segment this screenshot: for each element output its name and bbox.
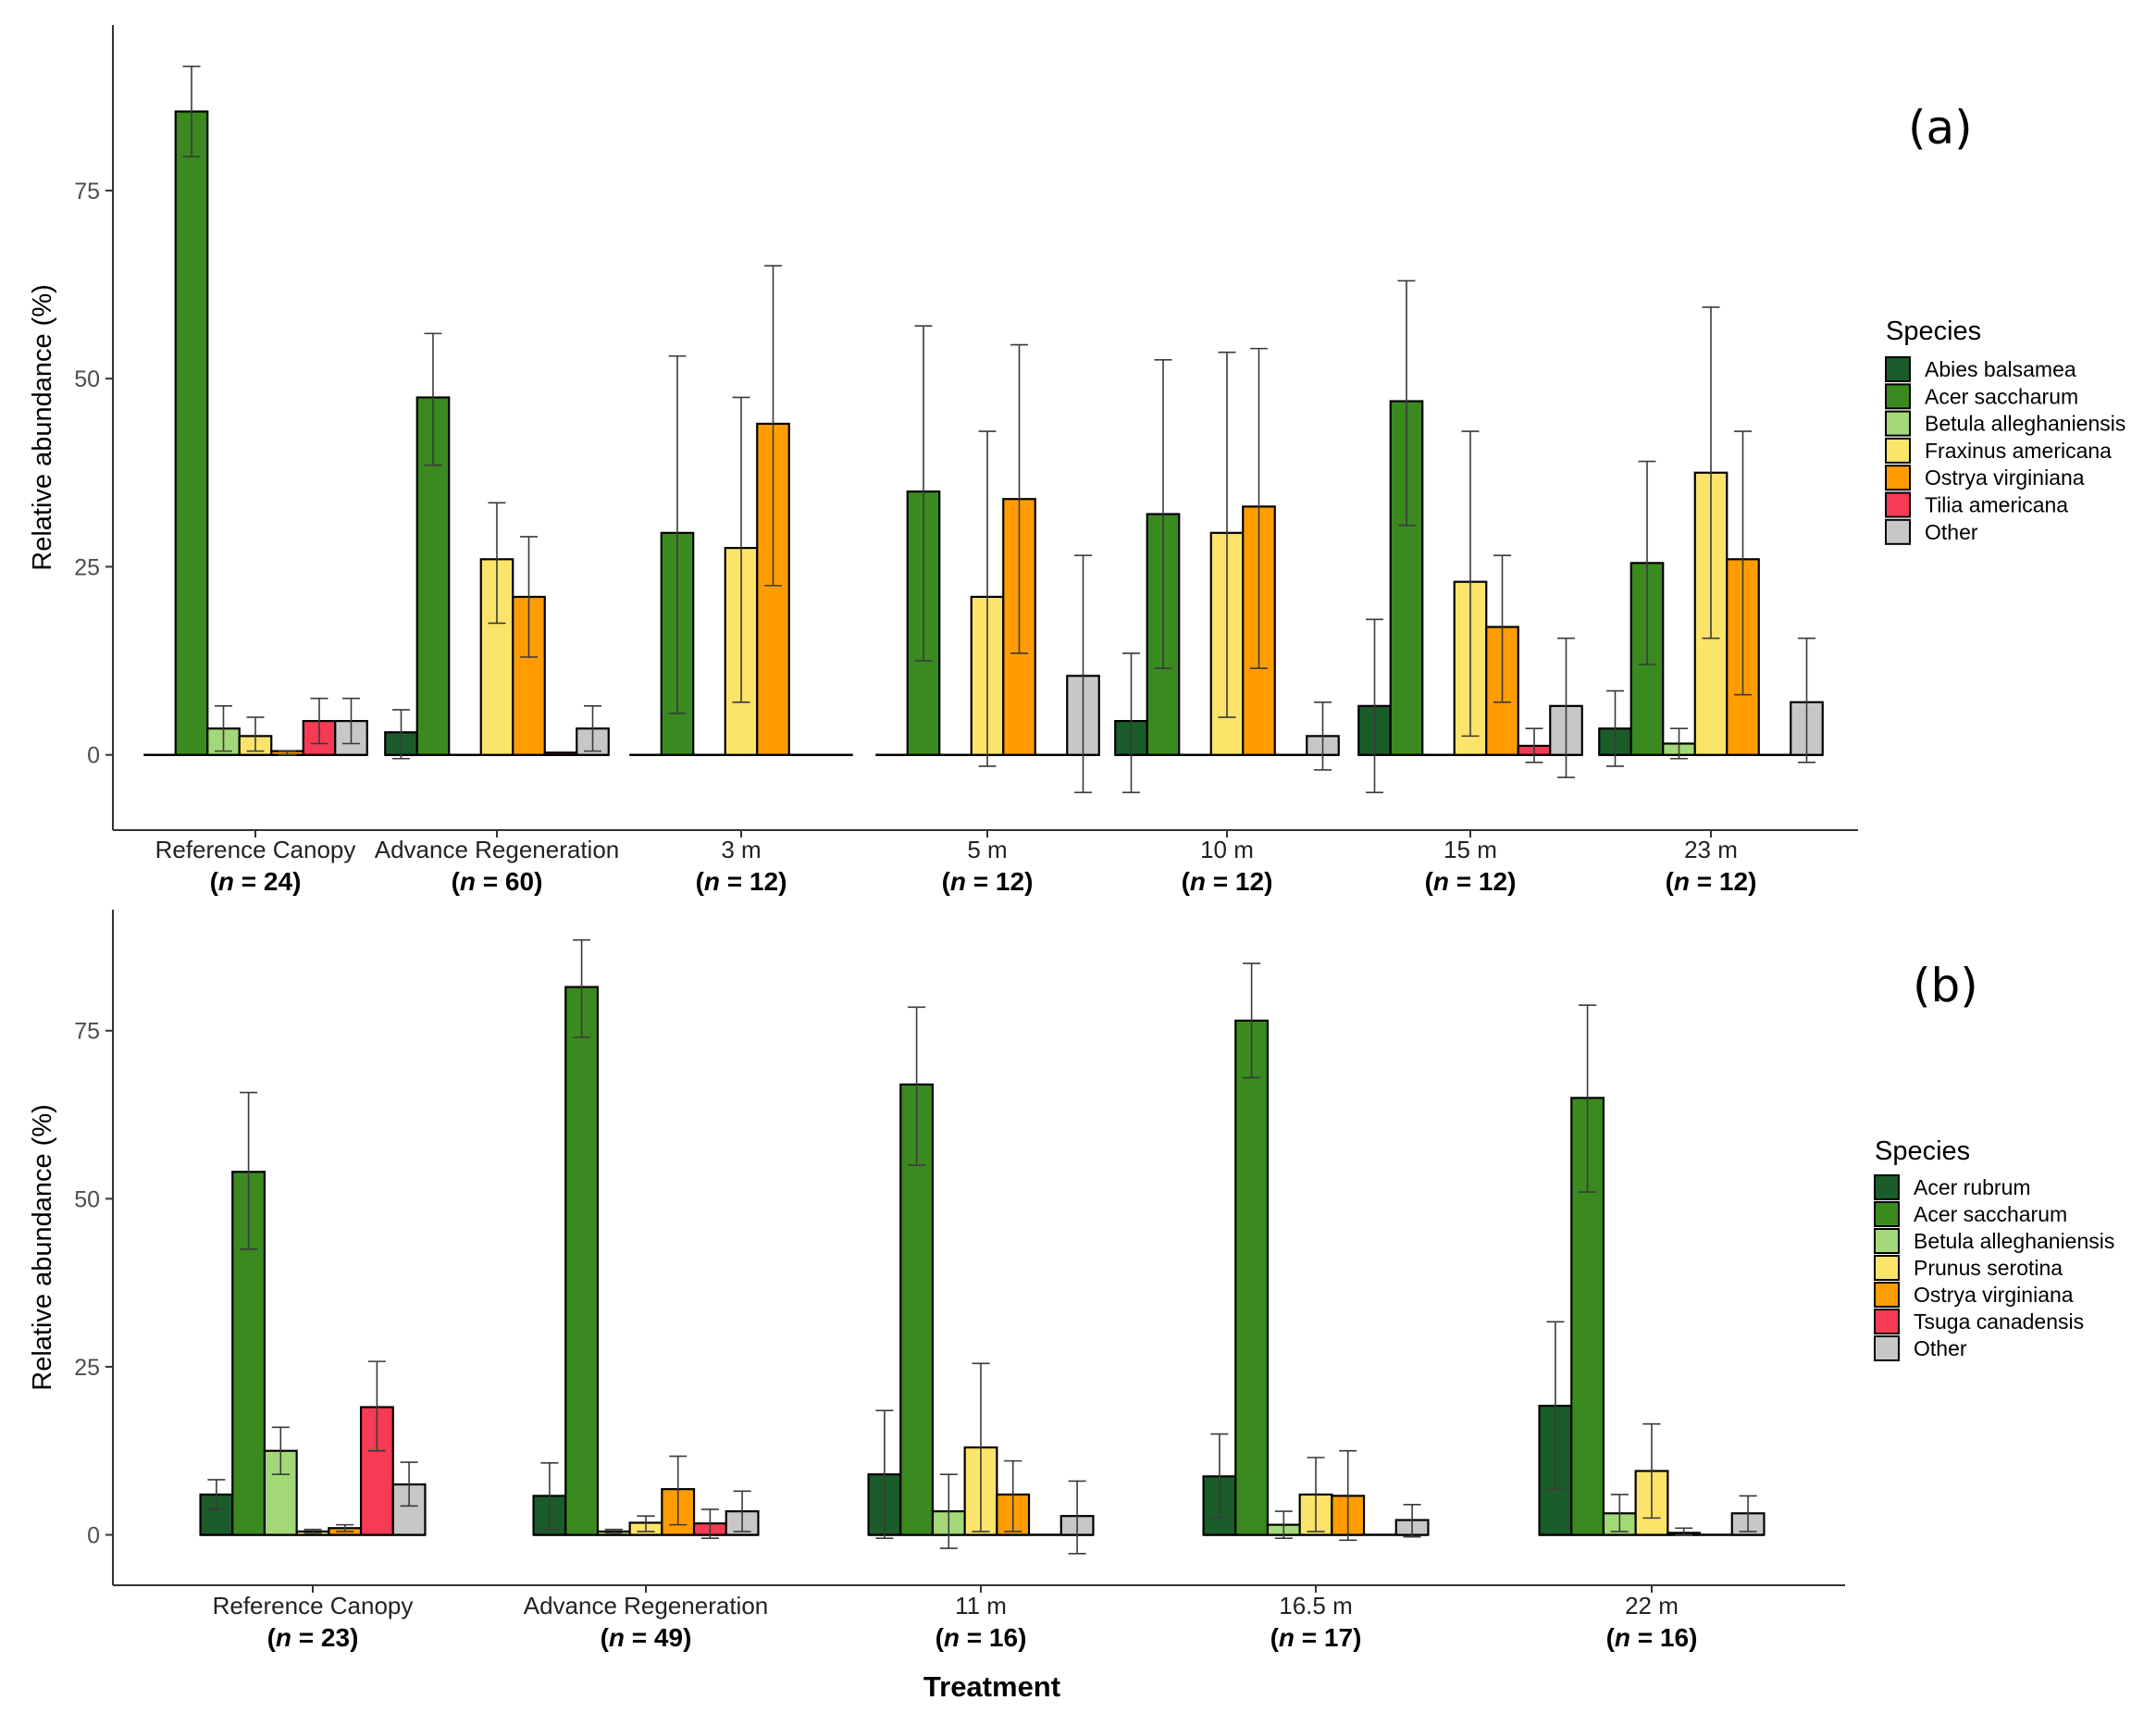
y-tick-label: 50 <box>74 1186 100 1212</box>
legend-entry: Ostrya virginiana <box>1925 465 2085 490</box>
legend-title: Species <box>1886 316 1981 346</box>
legend-entry: Acer saccharum <box>1925 384 2078 408</box>
y-tick-label: 0 <box>87 743 100 769</box>
legend-swatch <box>1885 437 1911 464</box>
bar <box>174 110 209 756</box>
y-tick-label: 75 <box>74 179 100 205</box>
legend-entry: Betula alleghaniensis <box>1925 412 2125 436</box>
sample-size-label: (n = 12) <box>1425 867 1517 896</box>
x-axis-title: Treatment <box>923 1670 1060 1703</box>
y-tick-label: 25 <box>74 554 100 580</box>
x-tick-label: 16.5 m <box>1279 1592 1353 1620</box>
bar <box>543 751 578 756</box>
legend-swatch <box>1874 1174 1900 1200</box>
panel-a: 0 25 50 75 Relative abundance (%) (a) Referenc… <box>28 25 2125 896</box>
panel-tag: (b) <box>1913 959 1978 1012</box>
sample-size-label: (n = 16) <box>1606 1623 1698 1652</box>
legend-swatch <box>1885 518 1911 545</box>
sample-size-label: (n = 12) <box>696 867 787 896</box>
sample-size-label: (n = 12) <box>1666 867 1757 896</box>
bar <box>564 986 600 1536</box>
legend-swatch <box>1874 1228 1900 1254</box>
y-tick-label: 25 <box>74 1355 100 1381</box>
legend-swatch <box>1885 491 1911 518</box>
legend-swatch <box>1885 383 1911 410</box>
legend-entry: Prunus serotina <box>1914 1256 2063 1280</box>
legend-swatch <box>1874 1201 1900 1227</box>
legend-entry: Ostrya virginiana <box>1914 1283 2074 1307</box>
legend-swatch <box>1885 465 1911 491</box>
legend-entry: Abies balsamea <box>1925 357 2076 381</box>
x-tick-label: 11 m <box>955 1592 1007 1620</box>
legend: Species Abies balsamea Acer saccharum Betul… <box>1885 316 2125 545</box>
legend-title: Species <box>1875 1136 1970 1166</box>
legend-swatch <box>1885 356 1911 382</box>
sample-size-label: (n = 23) <box>267 1623 359 1652</box>
legend-entry: Acer saccharum <box>1914 1202 2067 1226</box>
sample-size-label: (n = 12) <box>942 867 1034 896</box>
legend-entry: Tilia americana <box>1925 493 2068 517</box>
legend-entry: Fraxinus americana <box>1925 439 2112 463</box>
legend-swatch <box>1885 410 1911 437</box>
bar <box>1234 1019 1270 1536</box>
legend-entry: Other <box>1925 520 1978 544</box>
x-tick-label: Advance Regeneration <box>375 836 620 863</box>
x-tick-label: Advance Regeneration <box>524 1592 769 1620</box>
panel-tag: (a) <box>1908 101 1973 155</box>
bar <box>231 1171 266 1536</box>
sample-size-label: (n = 12) <box>1182 867 1273 896</box>
y-axis-title: Relative abundance (%) <box>28 1104 57 1391</box>
sample-size-label: (n = 60) <box>452 867 543 896</box>
x-tick-label: 23 m <box>1684 836 1738 863</box>
legend-entry: Tsuga canadensis <box>1914 1309 2084 1334</box>
legend-swatch <box>1874 1282 1900 1308</box>
sample-size-label: (n = 17) <box>1270 1623 1362 1652</box>
x-tick-label: Reference Canopy <box>155 836 356 863</box>
x-tick-label: 22 m <box>1625 1592 1679 1620</box>
y-tick-label: 75 <box>74 1019 100 1045</box>
legend-entry: Other <box>1914 1336 1967 1360</box>
bar <box>1485 626 1519 756</box>
y-tick-label: 50 <box>74 366 100 392</box>
legend-entry: Betula alleghaniensis <box>1914 1229 2114 1253</box>
x-tick-label: 5 m <box>967 836 1007 863</box>
x-tick-label: Reference Canopy <box>213 1592 414 1620</box>
legend-swatch <box>1874 1335 1900 1361</box>
legend-entry: Acer rubrum <box>1914 1175 2031 1199</box>
legend-swatch <box>1874 1255 1900 1281</box>
y-tick-label: 0 <box>87 1523 100 1549</box>
x-tick-label: 3 m <box>721 836 761 863</box>
panel-b: 0 25 50 75 Relative abundance (%) (b) Referenc… <box>28 910 2114 1652</box>
x-tick-label: 15 m <box>1444 836 1497 863</box>
y-axis-title: Relative abundance (%) <box>28 284 57 571</box>
sample-size-label: (n = 16) <box>936 1623 1027 1652</box>
bar <box>263 1449 298 1536</box>
sample-size-label: (n = 49) <box>601 1623 692 1652</box>
sample-size-label: (n = 24) <box>210 867 302 896</box>
legend-swatch <box>1874 1309 1900 1334</box>
legend: Species Acer rubrum Acer saccharum Betula a… <box>1874 1136 2114 1361</box>
x-tick-label: 10 m <box>1200 836 1254 863</box>
